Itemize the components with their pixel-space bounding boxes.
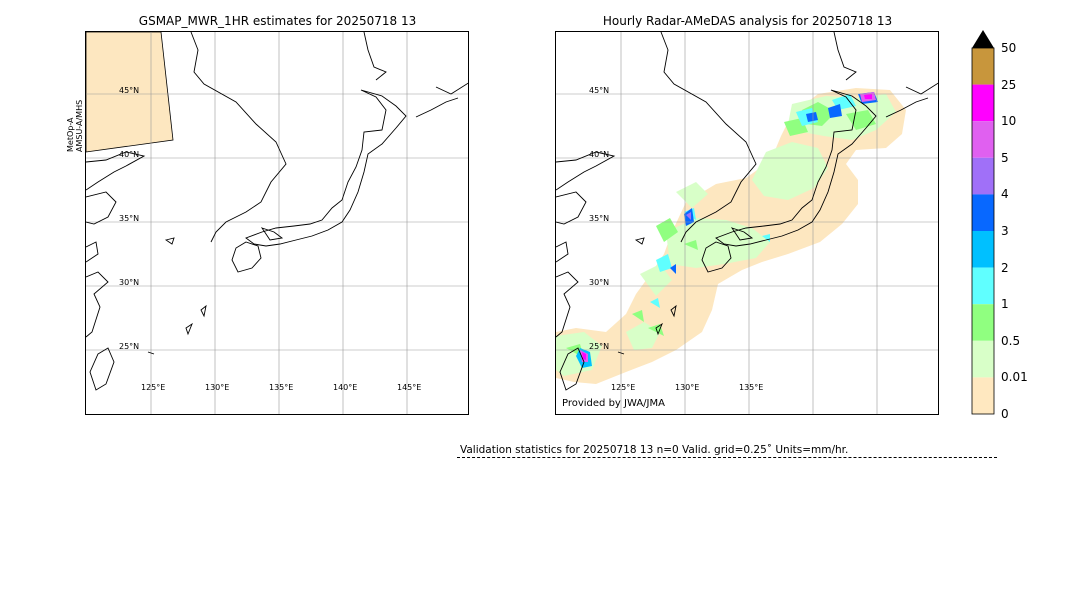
colorbar-segments	[972, 48, 994, 414]
coastlines	[86, 32, 468, 391]
right-map-canvas: 45°N 40°N 35°N 30°N 25°N 125°E 130°E 135…	[556, 32, 938, 414]
lat-label-25: 25°N	[119, 342, 139, 351]
colorbar-tick-label: 4	[1001, 187, 1009, 202]
right-map: 45°N 40°N 35°N 30°N 25°N 125°E 130°E 135…	[555, 31, 939, 415]
provided-by-label: Provided by JWA/JMA	[562, 398, 665, 409]
colorbar-segment	[972, 194, 994, 231]
graticule	[86, 32, 468, 414]
colorbar-tick-label: 50	[1001, 41, 1017, 55]
lat-label-45: 45°N	[589, 86, 609, 95]
lat-label-35: 35°N	[589, 214, 609, 223]
lon-label-135: 135°E	[269, 383, 293, 392]
colorbar-extend-arrow	[972, 30, 994, 48]
lat-label-30: 30°N	[589, 278, 609, 287]
colorbar-tick-label: 10	[1001, 114, 1017, 129]
lon-label-140: 140°E	[333, 383, 357, 392]
colorbar	[971, 30, 995, 415]
left-map-canvas: 45°N 40°N 35°N 30°N 25°N 125°E 130°E 135…	[86, 32, 468, 414]
colorbar-segment	[972, 304, 994, 341]
colorbar-tick-label: 5	[1001, 150, 1009, 165]
colorbar-tick-label: 0.5	[1001, 333, 1021, 348]
validation-statistics: Validation statistics for 20250718 13 n=…	[460, 444, 849, 456]
lat-label-25: 25°N	[589, 342, 609, 351]
left-panel-title: GSMAP_MWR_1HR estimates for 20250718 13	[138, 14, 417, 28]
left-map: 45°N 40°N 35°N 30°N 25°N 125°E 130°E 135…	[85, 31, 469, 415]
sensor-label: MetOp-A AMSU-A/MHS	[66, 100, 84, 152]
lon-label-135: 135°E	[739, 383, 763, 392]
colorbar-segment	[972, 267, 994, 305]
lat-label-40: 40°N	[589, 150, 609, 159]
colorbar-tick-label: 0	[1001, 407, 1009, 421]
colorbar-tick-label: 3	[1001, 224, 1009, 238]
lat-label-45: 45°N	[119, 86, 139, 95]
colorbar-segment	[972, 340, 994, 378]
lon-label-145: 145°E	[397, 383, 421, 392]
colorbar-segment	[972, 84, 994, 122]
sensor-label-line2: AMSU-A/MHS	[75, 99, 84, 152]
colorbar-segment	[972, 121, 994, 158]
colorbar-tick-label: 25	[1001, 77, 1017, 92]
coastlines	[556, 32, 938, 391]
lat-label-30: 30°N	[119, 278, 139, 287]
colorbar-tick-label: 1	[1001, 297, 1009, 312]
colorbar-tick-label: 0.01	[1001, 370, 1028, 385]
lon-label-130: 130°E	[205, 383, 229, 392]
colorbar-segment	[972, 377, 994, 414]
lat-label-40: 40°N	[119, 150, 139, 159]
right-panel-title: Hourly Radar-AMeDAS analysis for 2025071…	[602, 14, 893, 28]
validation-divider	[457, 457, 997, 458]
sensor-label-line1: MetOp-A	[66, 117, 75, 152]
colorbar-tick-label: 2	[1001, 260, 1009, 275]
lat-label-35: 35°N	[119, 214, 139, 223]
lon-label-130: 130°E	[675, 383, 699, 392]
graticule	[556, 32, 938, 414]
colorbar-segment	[972, 157, 994, 195]
lon-label-125: 125°E	[611, 383, 635, 392]
colorbar-segment	[972, 231, 994, 268]
colorbar-segment	[972, 48, 994, 85]
lon-label-125: 125°E	[141, 383, 165, 392]
